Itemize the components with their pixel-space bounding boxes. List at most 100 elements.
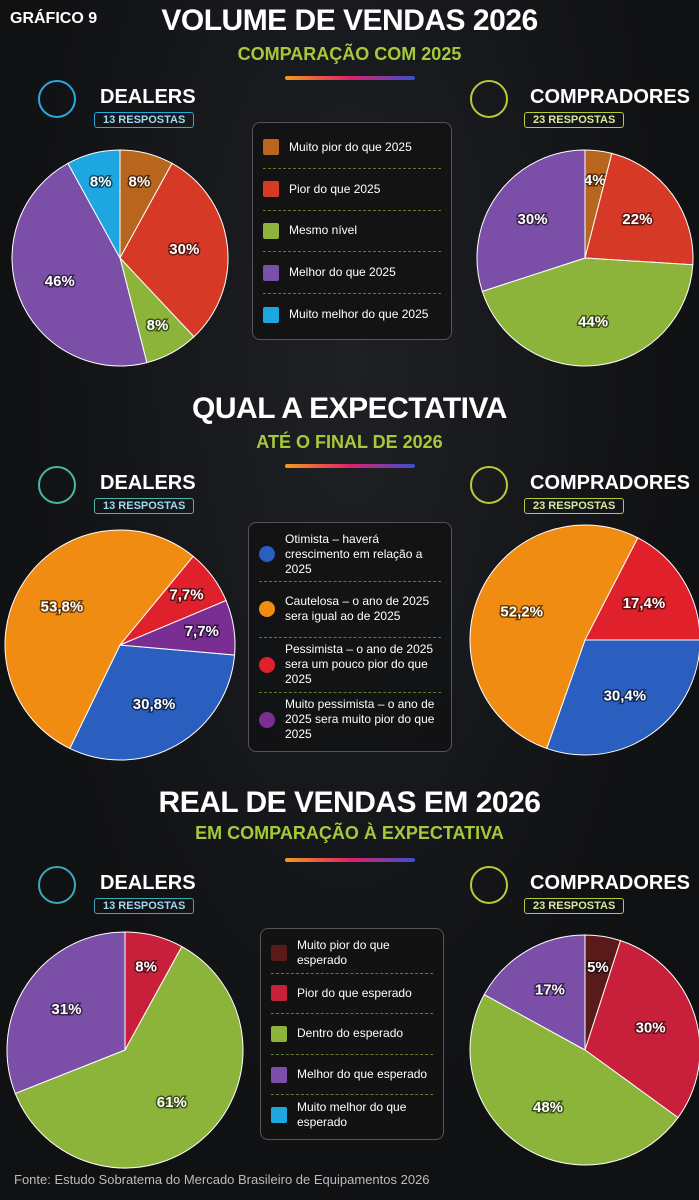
value-label: 17%: [535, 982, 565, 999]
section-title: QUAL A EXPECTATIVA: [192, 392, 507, 425]
legend-swatch: [263, 139, 279, 156]
legend-label: Pessimista – o ano de 2025 sera um pouco…: [285, 642, 434, 687]
legend-swatch: [259, 601, 275, 618]
pie-slice: [11, 162, 148, 367]
pie-slice: [14, 945, 244, 1169]
series-icon: [470, 80, 508, 118]
value-label: 22%: [622, 211, 652, 228]
legend-swatch: [263, 306, 279, 323]
value-label: 30,8%: [133, 696, 176, 713]
series-icon: [470, 866, 508, 904]
value-label: 4%: [584, 172, 606, 189]
value-label: 30%: [518, 211, 548, 228]
series-name: COMPRADORES: [530, 872, 691, 894]
legend-swatch: [259, 546, 275, 563]
value-label: 53,8%: [41, 599, 84, 616]
value-label: 44%: [578, 313, 608, 330]
legend-swatch: [271, 1025, 287, 1042]
legend-item: Otimista – haverá crescimento em relação…: [259, 527, 441, 583]
value-label: 30%: [636, 1020, 666, 1037]
series-name: COMPRADORES: [530, 472, 691, 494]
legend-label: Cautelosa – o ano de 2025 sera igual ao …: [285, 594, 430, 624]
section-title: VOLUME DE VENDAS 2026: [161, 4, 538, 37]
value-label: 8%: [90, 174, 112, 191]
legend-item: Melhor do que esperado: [271, 1055, 433, 1096]
pie-slice: [119, 162, 229, 338]
section-subtitle: EM COMPARAÇÃO À EXPECTATIVA: [195, 823, 504, 843]
pie-slice: [67, 149, 121, 259]
legend-item: Muito pessimista – o ano de 2025 sera mu…: [259, 693, 441, 747]
value-label: 8%: [128, 174, 150, 191]
value-label: 8%: [135, 959, 157, 976]
section-subtitle: ATÉ O FINAL DE 2026: [256, 432, 443, 452]
legend-label: Muito pessimista – o ano de 2025 sera mu…: [285, 697, 435, 742]
legend: Muito pior do que esperado Pior do que es…: [260, 928, 444, 1140]
value-label: 7,7%: [169, 587, 203, 604]
legend-swatch: [259, 656, 275, 673]
legend-item: Muito melhor do que esperado: [271, 1095, 433, 1135]
value-label: 30%: [169, 241, 199, 258]
series-icon: [38, 80, 76, 118]
legend-label: Muito pior do que esperado: [297, 937, 390, 967]
value-label: 31%: [51, 1001, 81, 1018]
legend-swatch: [263, 222, 279, 239]
pie-slice: [6, 931, 126, 1095]
accent-bar: [285, 76, 415, 80]
legend-swatch: [271, 944, 287, 961]
legend-label: Melhor do que 2025: [289, 265, 396, 280]
series-icon: [38, 466, 76, 504]
pie-slice: [476, 149, 586, 293]
pie-slice: [469, 524, 639, 750]
legend-label: Muito melhor do que esperado: [297, 1100, 407, 1130]
responses-badge: 13 RESPOSTAS: [94, 112, 195, 128]
pie-slice: [584, 537, 699, 641]
value-label: 52,2%: [500, 604, 543, 621]
pie-slice: [69, 644, 236, 761]
legend-label: Dentro do esperado: [297, 1026, 404, 1041]
responses-badge: 13 RESPOSTAS: [94, 898, 195, 914]
section-title: REAL DE VENDAS EM 2026: [158, 786, 541, 819]
legend-label: Melhor do que esperado: [297, 1067, 428, 1082]
legend-swatch: [259, 711, 275, 728]
pie-slice: [4, 529, 194, 750]
pie-slice: [469, 993, 679, 1166]
legend-label: Muito pior do que 2025: [289, 139, 412, 154]
series-name: DEALERS: [100, 86, 196, 108]
legend-item: Pior do que esperado: [271, 974, 433, 1015]
series-name: DEALERS: [100, 872, 196, 894]
responses-badge: 23 RESPOSTAS: [524, 898, 625, 914]
accent-bar: [285, 464, 415, 468]
legend-item: Pior do que 2025: [263, 169, 441, 211]
legend-label: Pior do que esperado: [297, 985, 412, 1000]
pie-slice: [584, 152, 694, 266]
legend-swatch: [271, 1107, 287, 1124]
series-icon: [470, 466, 508, 504]
pie-slice: [119, 599, 236, 656]
value-label: 61%: [157, 1094, 187, 1111]
responses-badge: 13 RESPOSTAS: [94, 498, 195, 514]
legend-swatch: [263, 264, 279, 281]
figure-label: GRÁFICO 9: [10, 10, 98, 27]
accent-bar: [285, 858, 415, 862]
legend-item: Muito pior do que esperado: [271, 933, 433, 974]
legend: Muito pior do que 2025 Pior do que 2025 Me…: [252, 122, 452, 340]
legend-swatch: [271, 985, 287, 1002]
legend-item: Melhor do que 2025: [263, 252, 441, 295]
value-label: 17,4%: [623, 595, 666, 612]
series-icon: [38, 866, 76, 904]
legend-item: Dentro do esperado: [271, 1014, 433, 1055]
value-label: 48%: [533, 1099, 563, 1116]
value-label: 30,4%: [604, 687, 647, 704]
source: Fonte: Estudo Sobratema do Mercado Brasi…: [14, 1172, 430, 1187]
legend-item: Muito melhor do que 2025: [263, 294, 441, 335]
section-subtitle: COMPARAÇÃO COM 2025: [237, 44, 462, 64]
legend-label: Muito melhor do que 2025: [289, 307, 429, 322]
pie-slice: [483, 934, 586, 1051]
legend-label: Mesmo nível: [289, 223, 358, 238]
legend-item: Muito pior do que 2025: [263, 127, 441, 169]
legend-label: Pior do que 2025: [289, 181, 381, 196]
series-name: DEALERS: [100, 472, 196, 494]
legend-item: Cautelosa – o ano de 2025 sera igual ao …: [259, 582, 441, 638]
